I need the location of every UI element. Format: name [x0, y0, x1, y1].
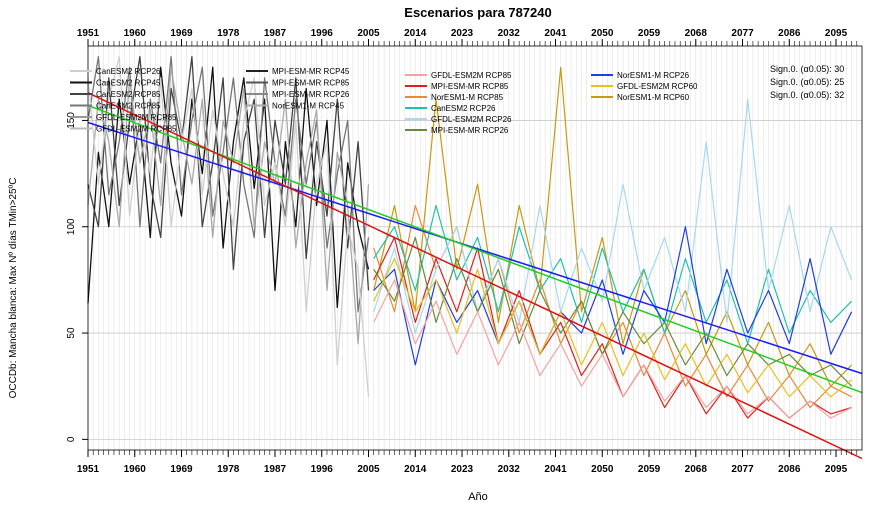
legend-item-scenario: NorESM1-M RCP26 [617, 71, 690, 80]
series-line-historical [87, 55, 370, 397]
x-tick-label: 2005 [357, 464, 380, 475]
legend-item-scenario: MPI-ESM-MR RCP85 [431, 82, 509, 91]
legend-item-historical: MPI-ESM-MR RCP26 [272, 90, 350, 99]
x-tick-label-top: 2041 [544, 28, 567, 39]
legend-item-historical: CanESM2 RCP45 [96, 79, 161, 88]
x-tick-label-top: 1987 [264, 28, 287, 39]
significance-label: Sign.0. (α0.05): 25 [770, 77, 844, 87]
legend-item-historical: GFDL-ESM2M RCP85 [96, 113, 177, 122]
legend-item-scenario: CanESM2 RCP26 [431, 104, 496, 113]
significance-label: Sign.0. (α0.05): 32 [770, 90, 844, 100]
legend-item-historical: CanESM2 RCP26 [96, 67, 161, 76]
x-tick-label: 1960 [124, 464, 147, 475]
x-tick-label-top: 2023 [451, 28, 474, 39]
series-line-historical [87, 55, 370, 313]
legend-item-historical: MPI-ESM-MR RCP85 [272, 79, 350, 88]
trend-line [87, 121, 863, 375]
x-tick-label: 1969 [170, 464, 193, 475]
x-tick-label-top: 2032 [498, 28, 521, 39]
series-line-historical [87, 66, 370, 345]
series-line-scenario [373, 258, 852, 398]
x-tick-label: 1951 [77, 464, 100, 475]
y-tick-label: 150 [66, 112, 77, 129]
legend-item-scenario: GFDL-ESM2M RCP26 [431, 115, 512, 124]
x-tick-label: 2014 [404, 464, 427, 475]
x-tick-label: 2095 [825, 464, 848, 475]
y-tick-label: 100 [66, 218, 77, 235]
series-line-scenario [373, 279, 852, 419]
y-axis-label: OCCDb: Mancha blanca: Max Nº días TMin>2… [8, 178, 19, 399]
series-line-scenario [373, 236, 853, 387]
x-tick-label-top: 1996 [311, 28, 334, 39]
x-tick-label-top: 2014 [404, 28, 427, 39]
x-tick-label: 1996 [311, 464, 334, 475]
x-tick-label-top: 2059 [638, 28, 661, 39]
x-tick-label-top: 2005 [357, 28, 380, 39]
trend-line [87, 92, 863, 460]
legend-item-historical: CanESM2 RCP85 [96, 90, 161, 99]
x-tick-label-top: 1960 [124, 28, 147, 39]
x-tick-label: 2068 [685, 464, 708, 475]
legend-item-scenario: GFDL-ESM2M RCP85 [431, 71, 512, 80]
x-tick-label-top: 1951 [77, 28, 100, 39]
x-tick-label-top: 2077 [731, 28, 754, 39]
chart-title: Escenarios para 787240 [404, 5, 551, 20]
x-tick-label: 2023 [451, 464, 474, 475]
legend-item-scenario: MPI-ESM-MR RCP26 [431, 126, 509, 135]
axes: 1951 1951 1960 1960 1969 1969 1978 1978 1987 1987… [66, 28, 863, 475]
x-tick-label-top: 2050 [591, 28, 614, 39]
legend-item-historical: CanESM2 RCP85 [96, 102, 161, 111]
x-tick-label: 2041 [544, 464, 567, 475]
x-tick-label-top: 2086 [778, 28, 801, 39]
x-tick-label: 2059 [638, 464, 661, 475]
legend-item-historical: GFDL-ESM2M RCP85 [96, 125, 177, 134]
y-tick-label: 0 [66, 436, 77, 442]
x-tick-label: 2032 [498, 464, 521, 475]
x-axis-label: Año [468, 491, 488, 503]
series-line-scenario [373, 226, 853, 366]
legend-item-historical: MPI-ESM-MR RCP45 [272, 67, 350, 76]
x-tick-label: 2077 [731, 464, 754, 475]
x-tick-label-top: 1978 [217, 28, 240, 39]
x-tick-label: 2086 [778, 464, 801, 475]
x-tick-label-top: 1969 [170, 28, 193, 39]
legend-item-scenario: GFDL-ESM2M RCP60 [617, 82, 698, 91]
y-tick-label: 50 [66, 327, 77, 339]
plot-frame [87, 45, 863, 451]
x-tick-label: 2050 [591, 464, 614, 475]
legend-item-scenario: NorESM1-M RCP60 [617, 93, 690, 102]
legend-item-historical: NorESM1-M RCP45 [272, 102, 345, 111]
legend-item-scenario: NorESM1-M RCP85 [431, 93, 504, 102]
x-tick-label: 1978 [217, 464, 240, 475]
significance-label: Sign.0. (α0.05): 30 [770, 64, 844, 74]
x-tick-label-top: 2095 [825, 28, 848, 39]
legend: CanESM2 RCP26 CanESM2 RCP45 CanESM2 RCP85 C… [70, 64, 844, 135]
x-tick-label: 1987 [264, 464, 287, 475]
series-line-scenario [373, 98, 853, 334]
x-tick-label-top: 2068 [685, 28, 708, 39]
plot-area [87, 55, 863, 460]
